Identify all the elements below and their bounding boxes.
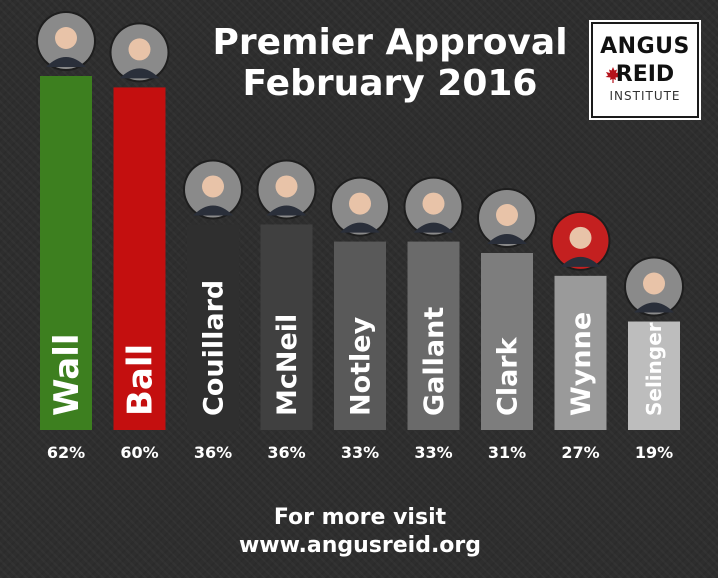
bar-clark — [481, 253, 533, 430]
value-label-notley: 33% — [341, 443, 379, 462]
bar-gallant — [407, 241, 460, 430]
ball-portrait-icon — [109, 22, 170, 83]
bar-wall — [40, 76, 92, 430]
bar-label-wynne: Wynne — [566, 312, 597, 416]
footer-link[interactable]: www.angusreid.org — [238, 533, 482, 558]
bar-couillard — [187, 224, 239, 430]
title-line-1: Premier Approval — [212, 22, 568, 63]
bar-label-ball: Ball — [121, 344, 161, 416]
angus-reid-logo: ANGUS REID INSTITUTE — [589, 20, 701, 120]
maple-leaf-icon — [605, 67, 621, 83]
wall-portrait-icon — [36, 11, 96, 71]
value-label-wall: 62% — [47, 443, 85, 462]
bar-label-selinger: Selinger — [642, 322, 666, 416]
bar-label-couillard: Couillard — [199, 280, 230, 416]
logo-line-2: REID — [615, 62, 675, 87]
bar-selinger — [628, 321, 680, 430]
bar-label-gallant: Gallant — [419, 307, 450, 416]
footer-note: For more visit www.angusreid.org — [160, 504, 560, 560]
value-label-clark: 31% — [488, 443, 526, 462]
couillard-portrait-icon — [183, 159, 243, 220]
value-label-ball: 60% — [120, 443, 158, 462]
chart-title: Premier Approval February 2016 — [180, 22, 600, 104]
title-line-2: February 2016 — [242, 63, 538, 104]
logo-line-3: INSTITUTE — [609, 89, 681, 103]
value-label-gallant: 33% — [414, 443, 452, 462]
value-label-mcneil: 36% — [267, 443, 305, 462]
logo-line-1: ANGUS — [600, 34, 690, 59]
bar-label-mcneil: McNeil — [272, 314, 303, 416]
mcneil-portrait-icon — [256, 159, 317, 220]
footer-line-1: For more visit — [273, 505, 447, 530]
bar-wynne — [554, 275, 607, 430]
bar-label-wall: Wall — [47, 333, 87, 416]
bar-label-clark: Clark — [493, 336, 524, 416]
clark-portrait-icon — [477, 188, 537, 248]
value-label-couillard: 36% — [194, 443, 232, 462]
gallant-portrait-icon — [403, 176, 464, 237]
notley-portrait-icon — [330, 176, 390, 237]
wynne-portrait-icon — [550, 210, 611, 271]
bar-mcneil — [260, 224, 313, 430]
value-label-selinger: 19% — [635, 443, 673, 462]
bar-notley — [334, 241, 386, 430]
bar-label-notley: Notley — [346, 316, 377, 416]
bar-ball — [113, 87, 166, 430]
value-label-wynne: 27% — [561, 443, 599, 462]
selinger-portrait-icon — [624, 256, 684, 317]
